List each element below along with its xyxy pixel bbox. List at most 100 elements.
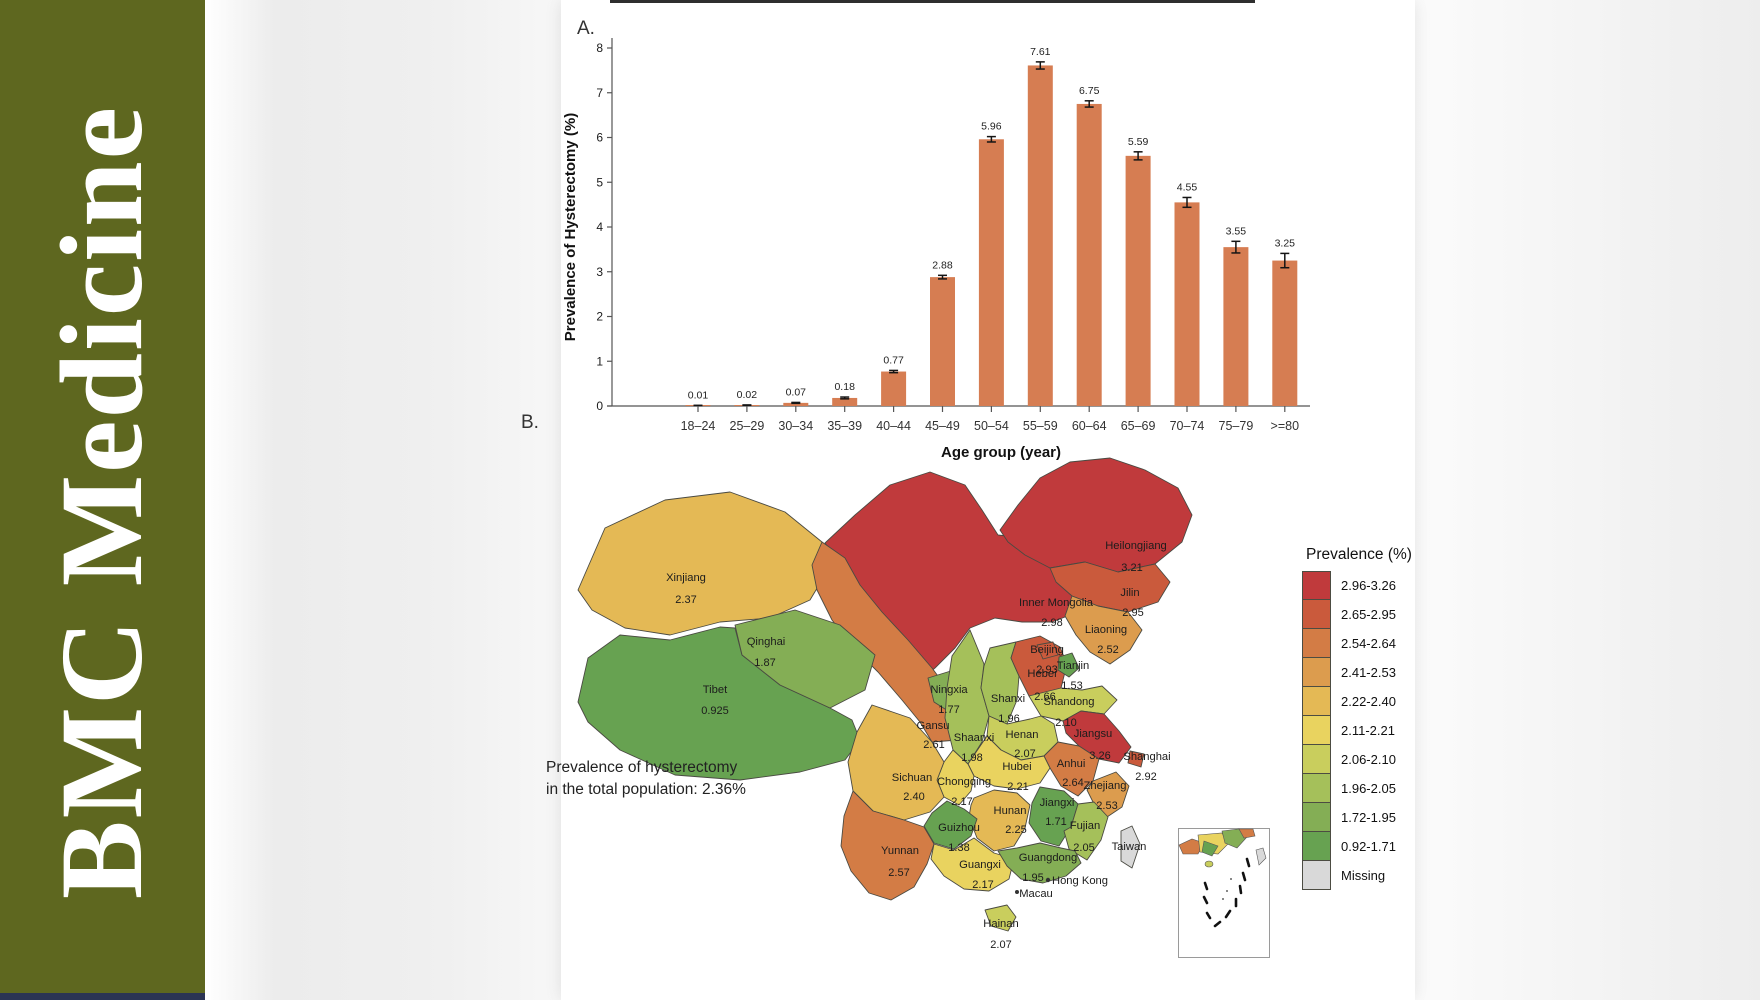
province-value: 2.17: [951, 796, 972, 808]
province-label: Hubei: [1002, 761, 1031, 773]
bar-value-label: 0.07: [786, 386, 807, 398]
province-value: 2.53: [1096, 800, 1117, 812]
legend-swatch: [1302, 861, 1331, 890]
province-value: 2.52: [1097, 644, 1118, 656]
legend-entry: 2.54-2.64: [1300, 629, 1420, 658]
macau-label: Macau: [1019, 888, 1053, 900]
province-beijing: [1036, 641, 1059, 660]
province-label: Guizhou: [938, 822, 980, 834]
province-guangdong: [997, 842, 1082, 884]
legend-range-label: 2.96-3.26: [1341, 578, 1396, 593]
x-tick-label: 35–39: [827, 419, 862, 433]
top-crop-strip: [610, 0, 1255, 3]
province-value: 1.53: [1061, 680, 1082, 692]
province-label: Shanghai: [1123, 751, 1170, 763]
legend-entry: 2.22-2.40: [1300, 687, 1420, 716]
province-value: 2.66: [1034, 691, 1055, 703]
y-tick-label: 0: [596, 399, 603, 413]
bar: [832, 397, 858, 406]
province-value: 2.93: [1036, 664, 1057, 676]
province-label: Yunnan: [881, 845, 919, 857]
y-tick-label: 8: [596, 41, 603, 55]
x-tick-label: 50–54: [974, 419, 1009, 433]
province-gansu: [811, 541, 966, 743]
province-label: Taiwan: [1112, 841, 1147, 853]
map-legend: Prevalence (%) 2.96-3.26 2.65-2.95 2.54-2.…: [1300, 546, 1420, 890]
bar: [881, 371, 907, 406]
province-label: Shaanxi: [954, 732, 994, 744]
legend-rows: 2.96-3.26 2.65-2.95 2.54-2.64 2.41-2.53 2.22…: [1300, 571, 1420, 890]
x-tick-label: 45–49: [925, 419, 960, 433]
legend-swatch: [1302, 600, 1331, 629]
macau-dot: [1015, 890, 1019, 894]
bar-value-label: 0.02: [737, 389, 758, 401]
province-shanghai: [1127, 750, 1145, 768]
province-label: Heilongjiang: [1105, 540, 1167, 552]
province-guizhou: [923, 800, 978, 850]
x-tick-label: 65–69: [1121, 419, 1156, 433]
province-label: Hainan: [983, 918, 1018, 930]
province-label: Fujian: [1070, 820, 1100, 832]
province-value: 3.26: [1089, 750, 1110, 762]
province-value: 2.64: [1062, 777, 1083, 789]
province-value: 1.87: [754, 657, 775, 669]
bar: [1174, 202, 1200, 406]
bar: [1125, 155, 1151, 406]
province-value: 2.21: [1007, 781, 1028, 793]
province-label: Jiangsu: [1074, 728, 1113, 740]
legend-entry: 2.65-2.95: [1300, 600, 1420, 629]
province-hainan: [984, 904, 1017, 932]
x-tick-label: 55–59: [1023, 419, 1058, 433]
hong-kong-dot: [1045, 877, 1051, 883]
legend-range-label: 2.22-2.40: [1341, 694, 1396, 709]
y-tick-label: 7: [596, 86, 603, 100]
province-guangxi: [930, 837, 1015, 892]
province-label: Ningxia: [930, 684, 968, 696]
bar: [978, 139, 1004, 407]
bar-value-label: 0.18: [834, 381, 855, 393]
province-label: Xinjiang: [666, 572, 706, 584]
province-label: Shanxi: [991, 693, 1025, 705]
bar: [1272, 260, 1298, 406]
province-sichuan: [847, 704, 945, 821]
province-label: Jiangxi: [1040, 797, 1075, 809]
legend-entry: 2.11-2.21: [1300, 716, 1420, 745]
legend-range-label: 2.06-2.10: [1341, 752, 1396, 767]
y-tick-label: 2: [596, 310, 603, 324]
legend-entry: 2.06-2.10: [1300, 745, 1420, 774]
page-background-left: [205, 0, 561, 1000]
legend-range-label: 2.65-2.95: [1341, 607, 1396, 622]
province-yunnan: [840, 790, 935, 901]
page-background-right: [1415, 0, 1760, 1000]
y-tick-label: 6: [596, 131, 603, 145]
province-value: 3.21: [1121, 562, 1142, 574]
y-tick-label: 1: [596, 354, 603, 368]
province-jiangsu: [1062, 710, 1132, 764]
legend-swatch: [1302, 832, 1331, 861]
banner-bottom-bar: [0, 993, 205, 1000]
legend-swatch: [1302, 803, 1331, 832]
province-value: 2.25: [1005, 824, 1026, 836]
bar: [1076, 103, 1102, 406]
province-label: Henan: [1006, 729, 1039, 741]
y-tick-label: 3: [596, 265, 603, 279]
legend-swatch: [1302, 658, 1331, 687]
x-tick-label: 18–24: [681, 419, 716, 433]
bar: [1027, 65, 1053, 406]
province-value: 2.61: [923, 739, 944, 751]
legend-swatch: [1302, 716, 1331, 745]
legend-swatch: [1302, 629, 1331, 658]
province-value: 1.95: [1022, 872, 1043, 884]
legend-entry: 0.92-1.71: [1300, 832, 1420, 861]
province-value: 2.92: [1135, 771, 1156, 783]
bar-value-label: 7.61: [1030, 46, 1051, 58]
province-value: 2.17: [972, 879, 993, 891]
province-value: 1.38: [948, 842, 969, 854]
y-tick-label: 5: [596, 175, 603, 189]
province-label: Chongqing: [937, 776, 991, 788]
y-axis-title: Prevalence of Hysterectomy (%): [562, 113, 579, 341]
province-label: Hebei: [1027, 668, 1056, 680]
province-label: Beijing: [1030, 644, 1064, 656]
province-value: 1.98: [961, 752, 982, 764]
y-tick-label: 4: [596, 220, 603, 234]
